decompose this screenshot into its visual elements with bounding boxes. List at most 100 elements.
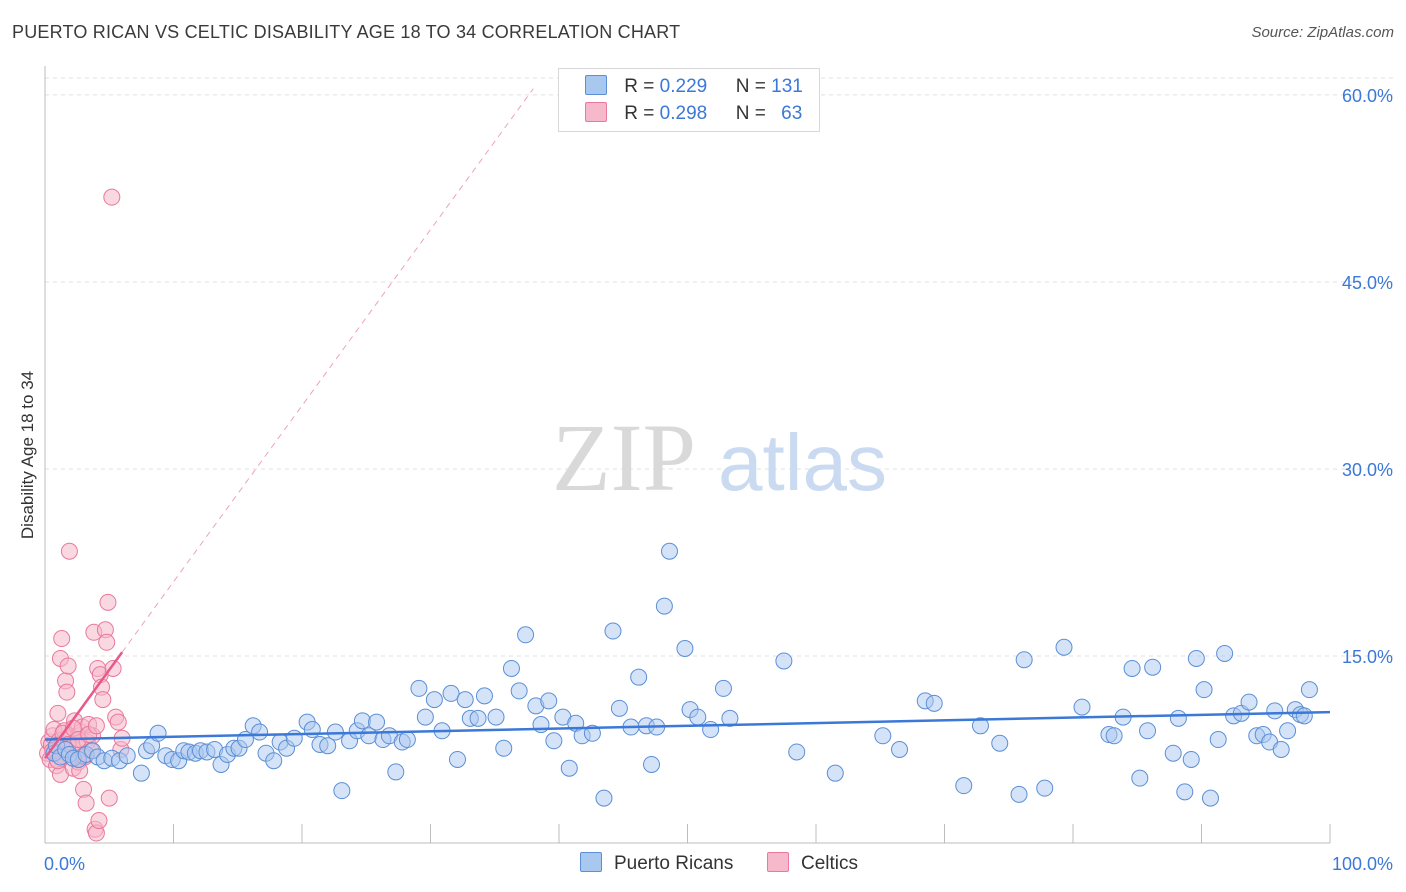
legend-n-label: N = [735, 76, 766, 97]
celtics-point [100, 789, 118, 807]
puerto-ricans-point [1169, 709, 1187, 727]
puerto-ricans-point [643, 755, 661, 773]
puerto-ricans-point [1036, 779, 1054, 797]
puerto-ricans-point [1139, 722, 1157, 740]
celtics-trend-extension [121, 88, 534, 653]
puerto-ricans-point [448, 750, 466, 768]
puerto-ricans-point [132, 764, 150, 782]
celtics-point [77, 794, 95, 812]
puerto-ricans-point [604, 622, 622, 640]
celtics-trend-line [43, 651, 124, 759]
puerto-ricans-point [1144, 658, 1162, 676]
puerto-ricans-point [487, 708, 505, 726]
celtics-point [53, 630, 71, 648]
puerto-ricans-point [630, 668, 648, 686]
legend-row-puerto-ricans: R = 0.229 N = 131 [585, 75, 803, 98]
puerto-ricans-point [517, 626, 535, 644]
puerto-ricans-point [1105, 727, 1123, 745]
puerto-ricans-point [1266, 702, 1284, 720]
legend-r-value: 0.298 [659, 103, 708, 124]
puerto-ricans-point [1073, 698, 1091, 716]
puerto-ricans-point [1182, 750, 1200, 768]
puerto-ricans-point [545, 732, 563, 750]
chart-title: PUERTO RICAN VS CELTIC DISABILITY AGE 18… [12, 22, 681, 42]
celtics-point [109, 713, 127, 731]
legend-n-value: 131 [771, 76, 803, 97]
puerto-ricans-point [610, 699, 628, 717]
y-axis-label: Disability Age 18 to 34 [18, 370, 37, 540]
puerto-ricans-point [510, 682, 528, 700]
puerto-ricans-point [971, 717, 989, 735]
puerto-ricans-point [955, 777, 973, 795]
puerto-ricans-point [689, 708, 707, 726]
puerto-ricans-point [676, 640, 694, 658]
puerto-ricans-point [661, 542, 679, 560]
puerto-ricans-point [1010, 785, 1028, 803]
puerto-ricans-point [319, 737, 337, 755]
bottom-legend-label: Celtics [801, 853, 859, 874]
bottom-legend-celtics: Celtics [767, 852, 858, 875]
puerto-ricans-point [1240, 693, 1258, 711]
y-tick-label: 60.0% [1342, 86, 1393, 106]
chart-source: Source: ZipAtlas.com [1251, 24, 1394, 41]
y-tick-label: 15.0% [1342, 647, 1393, 667]
legend-n-value: 63 [781, 103, 803, 124]
celtics-point [104, 659, 122, 677]
gridlines [45, 77, 1395, 657]
puerto-ricans-point [1216, 644, 1234, 662]
puerto-ricans-point [595, 789, 613, 807]
puerto-ricans-point [540, 692, 558, 710]
puerto-ricans-point [456, 691, 474, 709]
puerto-ricans-point [1131, 769, 1149, 787]
puerto-ricans-point [1279, 722, 1297, 740]
celtics-point [60, 542, 78, 560]
watermark-atlas: atlas [718, 418, 887, 507]
puerto-ricans-point [285, 729, 303, 747]
puerto-ricans-point [425, 691, 443, 709]
puerto-ricans-point [1201, 789, 1219, 807]
puerto-ricans-point [925, 694, 943, 712]
puerto-ricans-point [398, 731, 416, 749]
puerto-ricans-point [1015, 651, 1033, 669]
celtics-point [59, 657, 77, 675]
puerto-ricans-trend-line [44, 710, 1331, 741]
bottom-legend-label: Puerto Ricans [614, 853, 734, 874]
puerto-ricans-point [149, 724, 167, 742]
celtics-point [98, 633, 116, 651]
celtics-point [58, 683, 76, 701]
legend-swatch-blue [585, 75, 607, 95]
puerto-ricans-point [333, 782, 351, 800]
puerto-ricans-point [1209, 731, 1227, 749]
celtics-point [94, 691, 112, 709]
bottom-legend-swatch-blue [580, 852, 602, 872]
puerto-ricans-point [1300, 681, 1318, 699]
puerto-ricans-point [991, 734, 1009, 752]
legend-r-label: R = [624, 103, 655, 124]
puerto-ricans-point [788, 743, 806, 761]
puerto-ricans-point [416, 708, 434, 726]
puerto-ricans-point [1187, 649, 1205, 667]
tick-labels: 15.0% 30.0% 45.0% 60.0% 0.0% 100.0% [44, 86, 1393, 874]
puerto-ricans-point [891, 740, 909, 758]
puerto-ricans-point [1272, 740, 1290, 758]
puerto-ricans-point [874, 727, 892, 745]
y-tick-label: 30.0% [1342, 460, 1393, 480]
puerto-ricans-point [714, 679, 732, 697]
puerto-ricans-point [502, 659, 520, 677]
legend-swatch-pink [585, 102, 607, 122]
puerto-ricans-point [118, 747, 136, 765]
legend-r-label: R = [624, 76, 655, 97]
puerto-ricans-point [721, 709, 739, 727]
celtics-point [90, 812, 108, 830]
legend-row-celtics: R = 0.298 N = 63 [585, 102, 802, 125]
puerto-ricans-point [1176, 783, 1194, 801]
puerto-ricans-point [826, 764, 844, 782]
celtics-point [87, 717, 105, 735]
axes [44, 66, 1331, 844]
puerto-ricans-point [475, 687, 493, 705]
bottom-legend-puerto-ricans: Puerto Ricans [580, 852, 733, 875]
puerto-ricans-point [368, 713, 386, 731]
puerto-ricans-point [775, 652, 793, 670]
puerto-ricans-point [1295, 707, 1313, 725]
